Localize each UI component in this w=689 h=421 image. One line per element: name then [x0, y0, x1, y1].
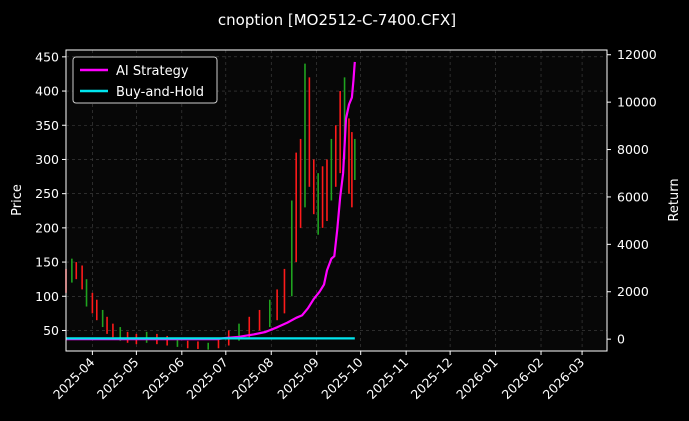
y-left-tick-label: 250: [35, 186, 59, 201]
y-left-tick-label: 450: [35, 49, 59, 64]
plot-frame: [65, 49, 608, 352]
legend-box: [72, 56, 218, 104]
y-left-tick-label: 400: [35, 84, 59, 99]
legend-buy-and-hold-label: Buy-and-Hold: [116, 85, 204, 100]
y-axis-left-label: Price: [10, 184, 25, 216]
y-left-tick-label: 350: [35, 118, 59, 133]
y-right-tick-label: 12000: [617, 47, 657, 62]
y-left-tick-label: 50: [43, 323, 59, 338]
y-right-tick-label: 4000: [617, 237, 649, 252]
y-left-tick-label: 100: [35, 289, 59, 304]
y-right-tick-label: 2000: [617, 284, 649, 299]
y-left-tick-label: 200: [35, 220, 59, 235]
chart-title: cnoption [MO2512-C-7400.CFX]: [218, 11, 456, 29]
y-left-tick-label: 150: [35, 255, 59, 270]
y-right-tick-label: 8000: [617, 142, 649, 157]
series-lines: [66, 61, 356, 341]
y-left-tick-label: 300: [35, 152, 59, 167]
y-right-tick-label: 0: [617, 332, 625, 347]
legend-ai-strategy-label: AI Strategy: [116, 64, 189, 79]
y-right-tick-label: 6000: [617, 189, 649, 204]
y-right-tick-label: 10000: [617, 95, 657, 110]
y-axis-right-label: Return: [667, 178, 682, 221]
legend: AI Strategy Buy-and-Hold: [72, 56, 218, 104]
